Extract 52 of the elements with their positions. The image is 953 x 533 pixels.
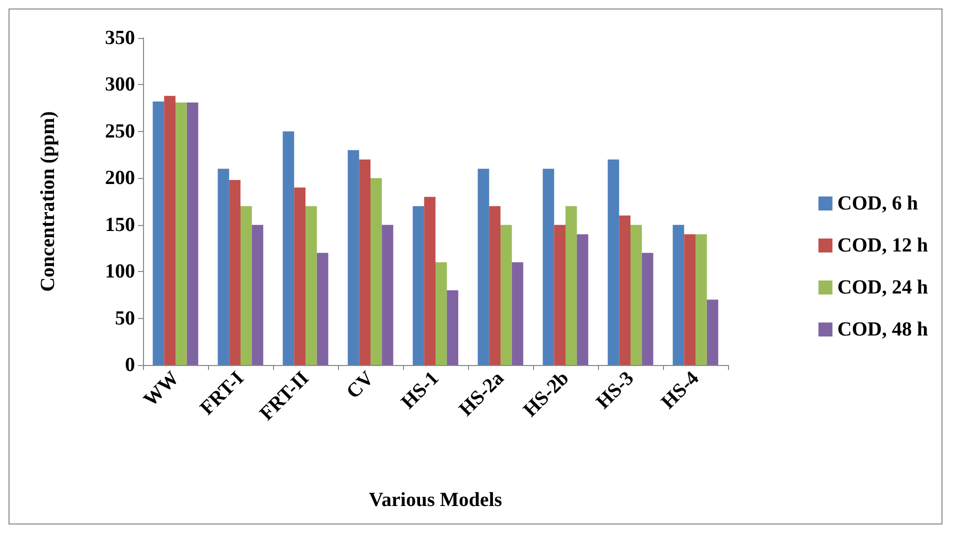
bar (672, 224, 684, 365)
bar (282, 131, 294, 365)
bar (424, 196, 436, 365)
y-axis-title: Concentration (ppm) (37, 111, 59, 292)
bar (706, 300, 718, 365)
bar (478, 168, 490, 365)
y-tick-label: 150 (105, 214, 135, 236)
legend-label: COD, 48 h (837, 318, 928, 340)
bar (436, 262, 447, 365)
bar (512, 262, 524, 365)
bar (566, 206, 577, 365)
y-tick-label: 50 (115, 307, 135, 330)
bar (412, 206, 424, 365)
legend-label: COD, 24 h (837, 276, 928, 298)
bar (240, 206, 252, 365)
y-tick-label: 350 (105, 27, 135, 49)
bar (382, 224, 394, 365)
bar (316, 252, 328, 365)
y-tick-label: 0 (125, 354, 135, 376)
bar (542, 168, 554, 365)
bar (576, 234, 588, 365)
x-tick-label: WW (139, 367, 184, 412)
y-tick-label: 200 (105, 167, 135, 190)
x-tick-label: CV (342, 366, 379, 404)
bar (164, 96, 176, 365)
y-tick-label: 300 (105, 74, 135, 96)
bar (608, 159, 620, 365)
bar (176, 102, 187, 365)
bar (294, 187, 306, 365)
y-tick-label: 250 (105, 120, 135, 142)
legend-label: COD, 6 h (837, 192, 918, 214)
bar (229, 180, 240, 365)
bar (446, 290, 458, 365)
bar (696, 234, 707, 365)
bar (370, 178, 382, 365)
bar (630, 224, 642, 365)
bar (348, 150, 360, 365)
bar (554, 224, 566, 365)
bar (500, 224, 512, 365)
bar (359, 159, 370, 365)
bar (306, 206, 317, 365)
x-axis-title: Various Models (368, 489, 502, 511)
bar (152, 102, 164, 365)
y-tick-label: 100 (105, 260, 135, 283)
bar (186, 102, 198, 365)
bar (489, 206, 500, 365)
bar (218, 168, 230, 365)
bar (619, 216, 630, 365)
bar (684, 234, 696, 365)
bar (642, 252, 654, 365)
bar (252, 224, 264, 365)
legend-label: COD, 12 h (837, 234, 928, 256)
